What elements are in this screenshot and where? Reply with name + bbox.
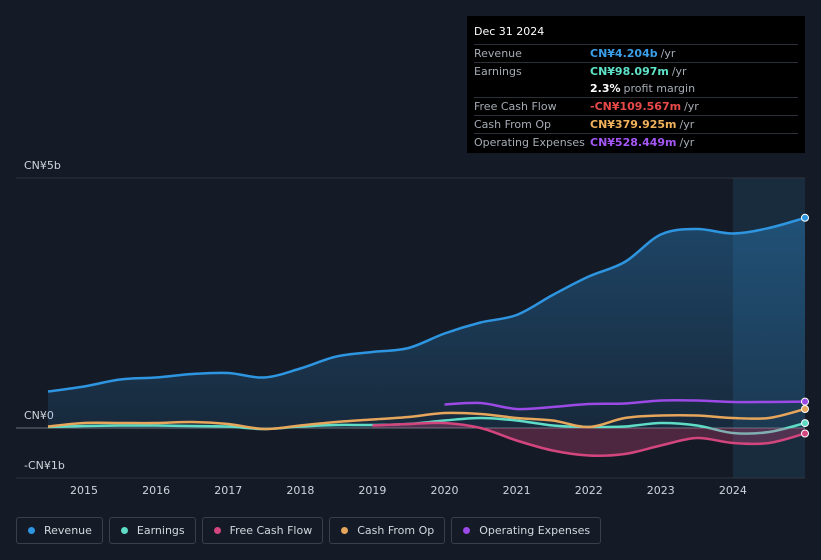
line	[47, 216, 806, 393]
line	[47, 407, 806, 431]
x-tick-label: 2022	[575, 484, 603, 497]
tooltip-label: Cash From Op	[474, 118, 552, 131]
tooltip-value: CN¥379.925m	[590, 118, 677, 131]
tooltip: Dec 31 2024 Revenue CN¥4.204b/yr Earnings C…	[467, 16, 805, 153]
x-tick-label: 2021	[503, 484, 531, 497]
tooltip-row: Operating Expenses CN¥528.449m/yr	[474, 133, 798, 151]
end-dot	[801, 405, 809, 413]
legend-label: Operating Expenses	[479, 524, 591, 537]
tooltip-row: Cash From Op CN¥379.925m/yr	[474, 115, 798, 133]
tooltip-unit: /yr	[679, 136, 695, 149]
legend: Revenue Earnings Free Cash Flow Cash From O…	[16, 517, 602, 544]
tooltip-row: Free Cash Flow -CN¥109.567m/yr	[474, 97, 798, 115]
tooltip-unit: /yr	[679, 118, 695, 131]
legend-dot	[120, 527, 128, 534]
x-tick-label: 2015	[70, 484, 98, 497]
x-tick-label: 2024	[719, 484, 747, 497]
y-tick-label: -CN¥1b	[24, 459, 65, 472]
tooltip-label	[474, 80, 590, 97]
tooltip-row: Revenue CN¥4.204b/yr	[474, 44, 798, 62]
chart: CN¥5b CN¥0 -CN¥1b 2015 2016 2017 2018 2019 2020 2…	[16, 159, 809, 497]
tooltip-unit: /yr	[671, 65, 687, 78]
tooltip-date: Dec 31 2024	[474, 25, 545, 38]
tooltip-label: Operating Expenses	[474, 136, 585, 149]
legend-item[interactable]: Operating Expenses	[451, 517, 602, 544]
x-tick-label: 2017	[214, 484, 242, 497]
line	[372, 421, 806, 457]
y-tick-label: CN¥5b	[24, 159, 61, 172]
legend-item[interactable]: Earnings	[108, 517, 196, 544]
tooltip-label: Free Cash Flow	[474, 100, 557, 113]
legend-label: Cash From Op	[357, 524, 435, 537]
tooltip-label: Earnings	[474, 65, 522, 78]
tooltip-label: Revenue	[474, 47, 522, 60]
tooltip-value: 2.3%	[590, 82, 621, 95]
end-dot	[801, 213, 809, 222]
tooltip-value: CN¥98.097m	[590, 65, 669, 78]
tooltip-unit: /yr	[684, 100, 699, 113]
x-tick-label: 2023	[647, 484, 675, 497]
x-tick-label: 2020	[431, 484, 459, 497]
legend-dot	[213, 527, 221, 534]
end-dot	[801, 429, 809, 438]
line	[444, 398, 806, 411]
tooltip-row: Earnings CN¥98.097m/yr	[474, 62, 798, 80]
x-tick-label: 2018	[286, 484, 314, 497]
tooltip-value: -CN¥109.567m	[590, 100, 682, 113]
x-tick-label: 2019	[358, 484, 386, 497]
area	[48, 217, 805, 428]
legend-label: Earnings	[136, 524, 185, 537]
legend-item[interactable]: Cash From Op	[329, 517, 446, 544]
y-tick-label: CN¥0	[24, 409, 54, 422]
end-dot	[801, 397, 809, 406]
legend-item[interactable]: Free Cash Flow	[201, 517, 324, 544]
legend-label: Free Cash Flow	[229, 524, 313, 537]
legend-dot	[28, 527, 35, 534]
tooltip-value: CN¥4.204b	[590, 47, 658, 60]
legend-item[interactable]: Revenue	[16, 517, 103, 544]
legend-dot	[341, 527, 349, 534]
tooltip-unit: profit margin	[623, 82, 696, 95]
legend-label: Revenue	[44, 524, 92, 537]
tooltip-unit: /yr	[660, 47, 676, 60]
tooltip-row: 2.3% profit margin	[474, 80, 798, 97]
legend-dot	[463, 527, 471, 534]
end-dot	[801, 419, 809, 428]
area	[372, 422, 805, 456]
tooltip-value: CN¥528.449m	[590, 136, 677, 149]
x-tick-label: 2016	[142, 484, 170, 497]
